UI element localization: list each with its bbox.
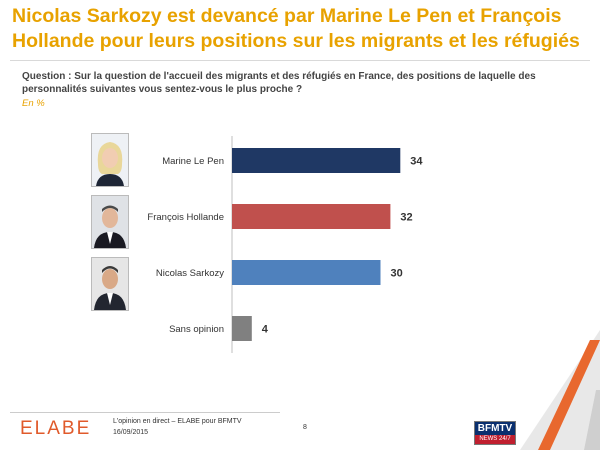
data-label: 4	[262, 324, 269, 336]
portrait-le-pen-image	[91, 133, 129, 187]
decorative-triangle-graphic	[520, 330, 600, 450]
survey-question: Question : Sur la question de l'accueil …	[22, 71, 536, 95]
data-label: 32	[400, 212, 412, 224]
data-label: 30	[391, 268, 403, 280]
category-label: François Hollande	[147, 212, 224, 223]
portrait-hollande-image	[91, 195, 129, 249]
footer-divider	[10, 412, 280, 413]
unit-label: En %	[22, 98, 45, 109]
category-label: Sans opinion	[169, 324, 224, 335]
bar	[232, 316, 252, 341]
bar	[232, 148, 401, 173]
bfmtv-logo: BFMTV NEWS 24/7	[474, 421, 516, 445]
footer-date: 16/09/2015	[113, 429, 149, 436]
title-divider	[10, 60, 590, 61]
bar	[232, 260, 381, 285]
page-title: Nicolas Sarkozy est devancé par Marine L…	[12, 5, 580, 52]
page-number: 8	[303, 424, 307, 431]
bfmtv-logo-name: BFMTV	[477, 423, 513, 434]
portrait-sarkozy-image	[91, 257, 129, 311]
elabe-logo: ELABE	[20, 418, 92, 439]
footer-source: L'opinion en direct – ELABE pour BFMTV	[113, 418, 242, 425]
category-label: Nicolas Sarkozy	[156, 268, 224, 279]
bar	[232, 204, 391, 229]
category-label: Marine Le Pen	[162, 156, 224, 167]
data-label: 34	[410, 156, 423, 168]
bfmtv-logo-tagline: NEWS 24/7	[475, 435, 515, 444]
